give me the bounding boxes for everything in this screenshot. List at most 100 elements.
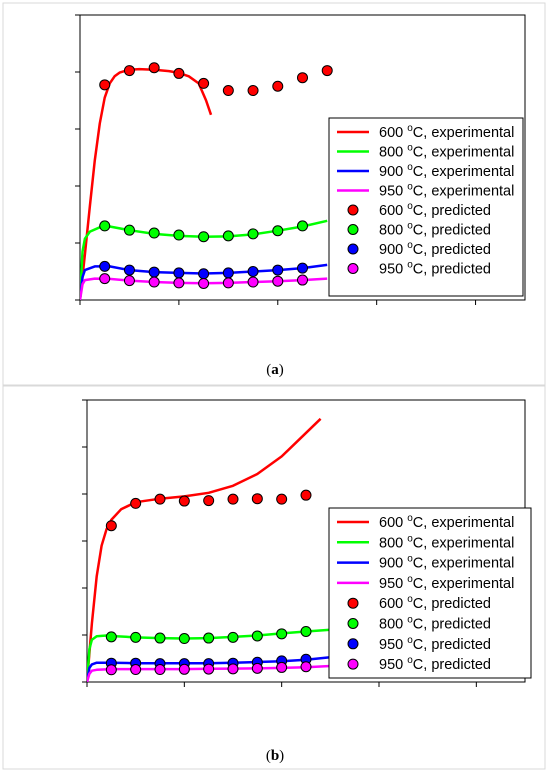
chart-a: 600 oC, experimental 800 oC, experimental… [75,14,526,305]
data-point-800-a [198,231,210,243]
data-point-600-a [99,79,111,91]
data-point-600-b [251,493,263,505]
data-point-950-b [276,661,288,673]
data-point-600-a [321,65,333,77]
data-point-900-a [272,264,284,276]
data-point-950-b [105,664,117,676]
data-point-800-a [272,225,284,237]
data-point-950-a [123,275,135,287]
legend-label-a: 600 oC, experimental [379,123,514,141]
plot-frame-a [79,14,526,301]
data-point-600-b [154,493,166,505]
legend-label-a: 800 oC, experimental [379,143,514,161]
data-point-600-b [203,495,215,507]
data-point-600-b [130,497,142,509]
data-point-600-a [247,85,259,97]
legend-label-b: 800 oC, predicted [379,615,491,633]
caption-b-letter: b [270,748,280,764]
legend-marker-950-a [347,263,359,274]
data-point-800-a [222,230,234,242]
data-point-600-a [148,62,160,74]
data-point-800-a [247,228,259,240]
legend-b: 600 oC, experimental 800 oC, experimental… [328,507,532,679]
data-point-950-a [222,277,234,289]
data-point-950-b [130,664,142,676]
legend-label-b: 950 oC, experimental [379,574,514,592]
data-point-800-b [178,633,190,645]
data-point-950-a [247,276,259,288]
data-point-950-a [297,274,308,286]
legend-label-b: 800 oC, experimental [379,533,514,551]
data-point-600-b [105,520,117,532]
legend-label-b: 950 oC, predicted [379,655,491,673]
data-point-600-a [297,72,308,84]
data-point-950-b [300,661,312,673]
data-point-800-a [173,229,185,241]
series-line-600-b [87,417,322,682]
data-point-600-a [272,80,284,92]
data-point-950-a [198,277,210,289]
legend-box-a [328,117,524,297]
data-point-900-a [198,268,210,280]
legend-label-a: 600 oC, predicted [379,201,491,219]
legend-marker-800-a [347,224,359,235]
data-point-600-b [300,489,312,501]
panel-border-b [2,385,546,770]
legend-label-a: 900 oC, predicted [379,240,491,258]
legend-label-a: 950 oC, predicted [379,260,491,278]
data-point-950-b [178,663,190,675]
caption-a-letter: a [271,362,279,378]
caption-a-open: ( [266,362,272,378]
data-point-900-a [222,267,234,279]
data-point-800-a [123,224,135,236]
legend-marker-600-b [347,597,359,609]
data-point-800-b [300,625,312,637]
data-point-600-b [276,493,288,505]
data-point-800-b [130,631,142,643]
data-point-800-b [276,628,288,640]
legend-label-a: 900 oC, experimental [379,162,514,180]
data-point-800-b [105,631,117,643]
chart-b: 600 oC, experimental 800 oC, experimental… [82,399,532,687]
data-point-600-a [198,77,210,89]
data-point-900-a [173,267,185,279]
data-point-900-a [247,266,259,277]
legend-label-b: 600 oC, predicted [379,594,491,612]
legend-marker-800-b [347,618,359,629]
data-point-800-a [148,227,160,239]
data-point-800-a [99,220,111,232]
legend-box-b [328,507,532,679]
data-point-600-a [173,67,185,79]
caption-b-close: ) [279,748,285,764]
legend-marker-950-b [347,658,359,670]
data-point-900-a [99,260,111,272]
legend-label-b: 900 oC, experimental [379,554,514,572]
caption-b: (b) [0,748,550,765]
data-point-600-b [178,495,190,507]
data-point-800-b [154,632,166,644]
legend-a: 600 oC, experimental 800 oC, experimental… [328,117,524,297]
data-point-800-b [203,632,215,644]
data-group-a [80,62,333,300]
legend-marker-950-b [347,638,359,650]
data-point-950-b [251,662,263,674]
data-point-950-a [173,277,185,289]
data-point-900-a [148,266,160,278]
data-point-800-b [251,630,263,642]
data-group-b [87,417,331,682]
data-point-600-a [123,65,135,77]
data-point-950-b [227,663,239,675]
data-point-950-a [99,273,111,285]
data-point-950-a [148,276,160,288]
data-point-600-a [222,85,234,97]
caption-a: (a) [0,362,550,379]
data-point-900-a [123,264,135,276]
data-point-950-b [203,663,215,675]
legend-marker-600-a [347,204,359,216]
data-point-800-b [227,631,239,643]
legend-label-a: 800 oC, predicted [379,221,491,239]
caption-b-open: ( [265,748,271,764]
data-point-900-a [297,262,308,274]
legend-label-a: 950 oC, experimental [379,182,514,200]
